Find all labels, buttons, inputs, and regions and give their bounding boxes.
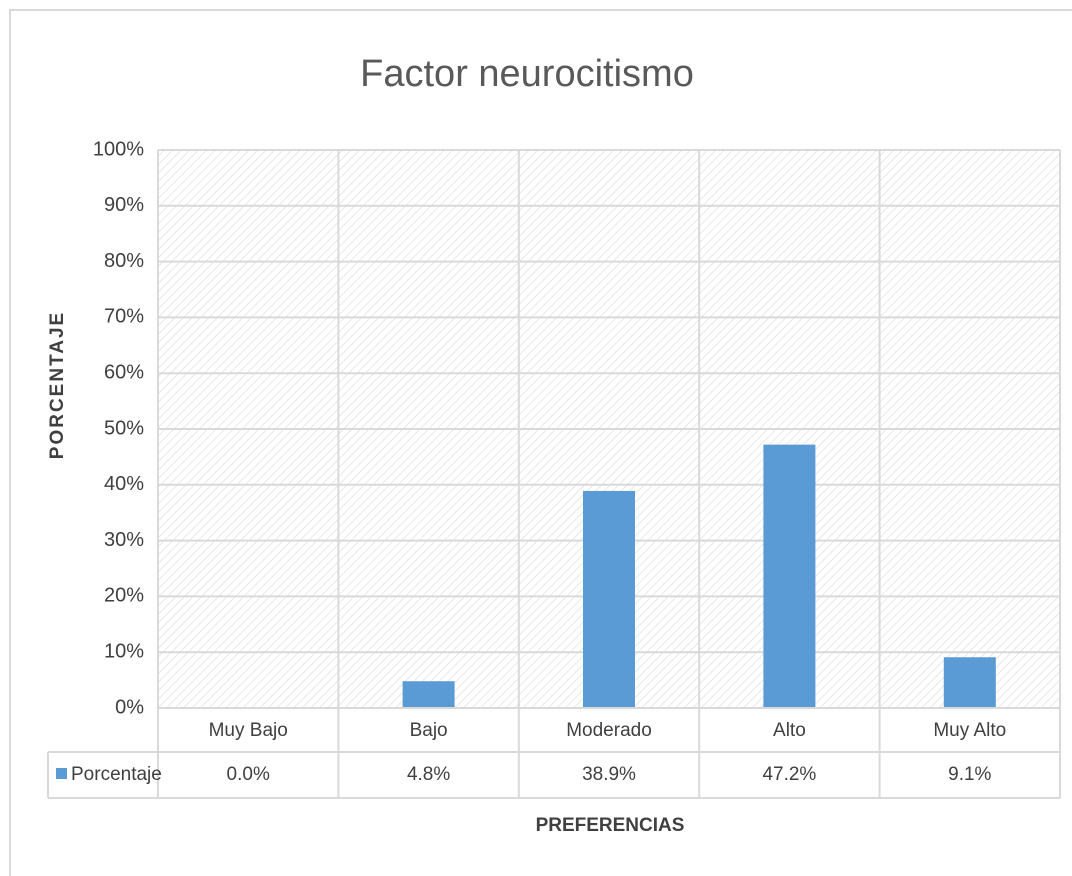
x-tick-label: Moderado [566, 720, 652, 741]
legend-swatch [56, 768, 67, 779]
y-tick-label: 70% [104, 306, 144, 328]
y-tick-label: 60% [104, 361, 144, 383]
x-tick-label: Muy Alto [933, 720, 1006, 741]
chart-title: Factor neurocitismo [360, 53, 694, 95]
x-tick-label: Bajo [410, 720, 448, 741]
bar [943, 657, 996, 708]
y-tick-label: 40% [104, 473, 144, 495]
data-table-value: 9.1% [948, 764, 991, 785]
bar [583, 490, 635, 708]
x-tick-label: Muy Bajo [209, 720, 288, 741]
y-axis-label: PORCENTAJE [47, 311, 68, 459]
y-tick-label: 30% [104, 529, 144, 551]
bar [402, 681, 455, 708]
data-table-value: 47.2% [762, 764, 816, 785]
y-tick-label: 20% [104, 585, 144, 607]
x-tick-label: Alto [773, 720, 806, 741]
y-tick-label: 100% [93, 138, 144, 160]
y-tick-label: 80% [104, 250, 144, 272]
frame [9, 9, 1072, 876]
y-tick-label: 10% [104, 640, 144, 662]
y-tick-label: 50% [104, 417, 144, 439]
data-table-value: 0.0% [227, 764, 270, 785]
data-table-value: 38.9% [582, 764, 636, 785]
y-tick-label: 0% [115, 696, 144, 718]
x-axis-label: PREFERENCIAS [536, 815, 685, 836]
y-tick-label: 90% [104, 194, 144, 216]
bar [763, 444, 816, 708]
data-table-value: 4.8% [407, 764, 450, 785]
legend-label: Porcentaje [71, 764, 162, 785]
